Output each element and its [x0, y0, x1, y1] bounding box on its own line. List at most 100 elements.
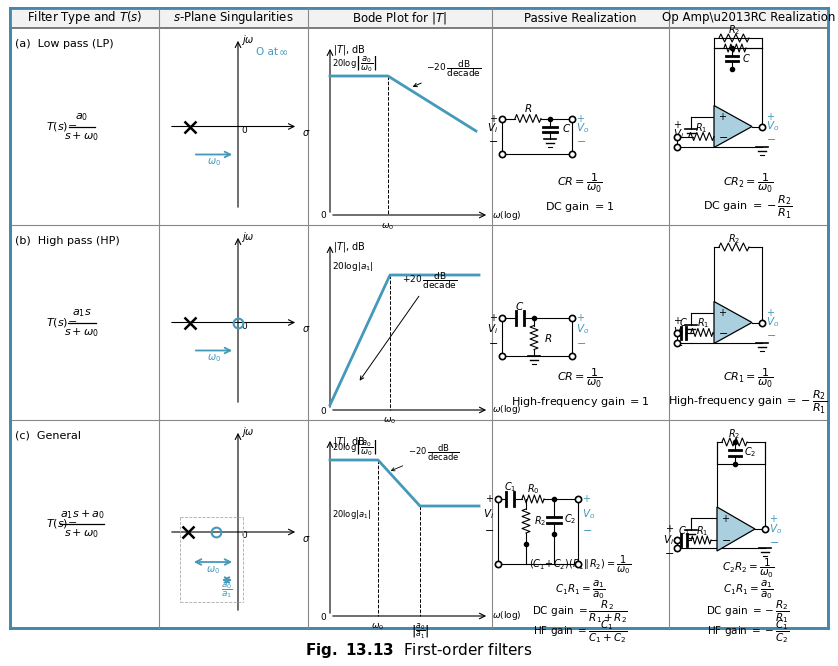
Text: $(C_1\!+\!C_2)(R_1\!\parallel\! R_2)=\dfrac{1}{\omega_0}$: $(C_1\!+\!C_2)(R_1\!\parallel\! R_2)=\df…: [529, 553, 631, 576]
Text: $C_1$: $C_1$: [504, 480, 516, 494]
Text: $0$: $0$: [320, 210, 327, 220]
Text: $V_o$: $V_o$: [766, 316, 779, 330]
Text: $R_0$: $R_0$: [526, 482, 540, 496]
Text: $|T|$, dB: $|T|$, dB: [333, 43, 366, 57]
Text: $a_0$: $a_0$: [75, 112, 89, 123]
Text: $R_2$: $R_2$: [728, 23, 740, 37]
Polygon shape: [714, 302, 752, 344]
Text: Bode Plot for $|T|$: Bode Plot for $|T|$: [353, 10, 447, 26]
Text: $C_1 R_1 = \dfrac{a_1}{a_0}$: $C_1 R_1 = \dfrac{a_1}{a_0}$: [723, 579, 773, 601]
Text: $C_2 R_2 = \dfrac{1}{\omega_0}$: $C_2 R_2 = \dfrac{1}{\omega_0}$: [722, 557, 774, 579]
Polygon shape: [714, 105, 752, 147]
Text: $R_2$: $R_2$: [534, 514, 546, 528]
Text: Filter Type and $\mathit{T}(\mathit{s})$: Filter Type and $\mathit{T}(\mathit{s})$: [27, 9, 142, 27]
Text: $R$: $R$: [524, 103, 532, 115]
Text: $V_o$: $V_o$: [766, 120, 779, 133]
Text: $R_2$: $R_2$: [728, 232, 740, 246]
Text: $+$: $+$: [673, 315, 682, 326]
Text: $+$: $+$: [718, 111, 727, 122]
Text: $T(s)\!=\!$: $T(s)\!=\!$: [46, 316, 78, 329]
Text: $C_2$: $C_2$: [744, 445, 757, 459]
Text: $C$: $C$: [562, 123, 572, 135]
Text: $+$: $+$: [722, 513, 731, 525]
Text: HF gain $= -\dfrac{C_1}{C_2}$: HF gain $= -\dfrac{C_1}{C_2}$: [706, 619, 789, 645]
Text: $-$: $-$: [766, 330, 776, 340]
Text: $+$: $+$: [489, 113, 498, 124]
Text: $0$: $0$: [241, 529, 248, 541]
Text: $-$: $-$: [488, 135, 498, 145]
Text: DC gain $= -\dfrac{R_2}{R_1}$: DC gain $= -\dfrac{R_2}{R_1}$: [706, 599, 790, 625]
Text: DC gain $= \dfrac{R_2}{R_1+R_2}$: DC gain $= \dfrac{R_2}{R_1+R_2}$: [532, 599, 628, 625]
Bar: [10, 8, 828, 28]
Text: $0$: $0$: [241, 320, 248, 331]
Text: $\infty$: $\infty$: [278, 47, 288, 57]
Text: $\sigma$: $\sigma$: [302, 324, 310, 334]
Text: $+20\,\dfrac{\mathrm{dB}}{\mathrm{decade}}$: $+20\,\dfrac{\mathrm{dB}}{\mathrm{decade…: [360, 270, 458, 380]
Text: $\omega_0$: $\omega_0$: [381, 221, 395, 232]
Text: $R_2$: $R_2$: [728, 427, 740, 441]
Text: O at: O at: [256, 47, 282, 57]
Text: $C_1$: $C_1$: [678, 524, 691, 538]
Text: DC gain $= -\dfrac{R_2}{R_1}$: DC gain $= -\dfrac{R_2}{R_1}$: [703, 193, 793, 220]
Text: $0$: $0$: [320, 404, 327, 416]
Text: $+$: $+$: [673, 119, 682, 130]
Text: $-$: $-$: [576, 336, 586, 346]
Text: $\omega$(log): $\omega$(log): [492, 208, 521, 222]
Text: (a)  Low pass (LP): (a) Low pass (LP): [15, 39, 114, 49]
Text: $R$: $R$: [544, 332, 552, 344]
Text: $-$: $-$: [766, 133, 776, 143]
Text: $\omega$(log): $\omega$(log): [492, 609, 521, 623]
Text: $|T|$, dB: $|T|$, dB: [333, 240, 366, 254]
Polygon shape: [717, 507, 755, 551]
Text: $\mathbf{Fig.\ 13.13}$  First-order filters: $\mathbf{Fig.\ 13.13}$ First-order filte…: [305, 641, 533, 659]
Text: $\omega_0$: $\omega_0$: [371, 622, 385, 633]
Text: $\omega_0$: $\omega_0$: [384, 416, 396, 426]
Text: $+$: $+$: [489, 312, 498, 323]
Text: $-$: $-$: [576, 135, 586, 145]
Text: $-$: $-$: [718, 131, 728, 141]
Text: $+$: $+$: [766, 111, 775, 122]
Text: $a_1 s$: $a_1 s$: [72, 308, 92, 320]
Text: $-$: $-$: [721, 534, 731, 544]
Text: $\left|\dfrac{a_0}{a_1}\right|$: $\left|\dfrac{a_0}{a_1}\right|$: [411, 622, 429, 641]
Text: $V_i$: $V_i$: [487, 122, 498, 135]
Text: $20\log|a_1|$: $20\log|a_1|$: [332, 508, 371, 521]
Text: HF gain $= \dfrac{C_1}{C_1+C_2}$: HF gain $= \dfrac{C_1}{C_1+C_2}$: [533, 619, 628, 645]
Text: High-frequency gain $= 1$: High-frequency gain $= 1$: [511, 395, 649, 409]
Text: $j\omega$: $j\omega$: [241, 425, 255, 439]
Text: $-20\,\dfrac{\mathrm{dB}}{\mathrm{decade}}$: $-20\,\dfrac{\mathrm{dB}}{\mathrm{decade…: [413, 59, 481, 87]
Text: $V_o$: $V_o$: [769, 522, 782, 536]
Text: Passive Realization: Passive Realization: [525, 11, 637, 25]
Text: $V_i$: $V_i$: [483, 507, 494, 521]
Text: $20\log\!\left|\dfrac{a_0}{\omega_0}\right|$: $20\log\!\left|\dfrac{a_0}{\omega_0}\rig…: [332, 438, 377, 458]
Text: $j\omega$: $j\omega$: [241, 230, 255, 244]
Text: $V_i$: $V_i$: [673, 128, 684, 141]
Text: DC gain $= 1$: DC gain $= 1$: [546, 200, 614, 214]
Text: $\dfrac{a_0}{a_1}$: $\dfrac{a_0}{a_1}$: [221, 580, 233, 600]
Text: $+$: $+$: [766, 307, 775, 318]
Text: $C$: $C$: [679, 316, 687, 328]
Text: $V_i$: $V_i$: [663, 533, 674, 547]
Text: $\omega_0$: $\omega_0$: [207, 157, 221, 168]
Text: $-$: $-$: [582, 524, 592, 534]
Text: $-$: $-$: [673, 141, 683, 151]
Text: $V_o$: $V_o$: [576, 122, 589, 135]
Text: $-$: $-$: [718, 328, 728, 338]
Text: $+$: $+$: [576, 113, 585, 124]
Text: $0$: $0$: [241, 124, 248, 135]
Text: $T(s)\!=\!$: $T(s)\!=\!$: [46, 517, 78, 531]
Text: $s+\omega_0$: $s+\omega_0$: [65, 527, 100, 540]
Text: $V_o$: $V_o$: [576, 322, 589, 336]
Text: $C_2$: $C_2$: [564, 512, 577, 526]
Text: $C$: $C$: [742, 52, 751, 64]
Text: $+$: $+$: [576, 312, 585, 323]
Text: $R_1$: $R_1$: [696, 524, 708, 538]
Text: $20\log\!\left|\dfrac{a_0}{\omega_0}\right|$: $20\log\!\left|\dfrac{a_0}{\omega_0}\rig…: [332, 55, 377, 74]
Text: $\sigma$: $\sigma$: [302, 534, 310, 544]
Text: $-$: $-$: [664, 547, 674, 557]
Text: $-$: $-$: [488, 336, 498, 346]
Text: $R_1$: $R_1$: [695, 122, 707, 135]
Text: $CR = \dfrac{1}{\omega_0}$: $CR = \dfrac{1}{\omega_0}$: [557, 171, 603, 194]
Text: $j\omega$: $j\omega$: [241, 33, 255, 47]
Text: $-$: $-$: [769, 536, 779, 546]
